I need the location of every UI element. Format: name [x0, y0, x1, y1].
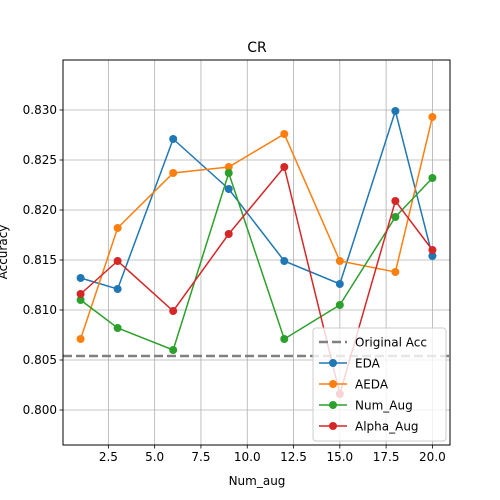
legend-box: [312, 327, 447, 442]
chart-title: CR: [247, 40, 267, 56]
y-tick-label: 0.815: [23, 253, 57, 267]
x-tick-label: 10.0: [234, 450, 261, 464]
data-point-alpha-aug: [169, 307, 178, 315]
data-point-alpha-aug: [224, 230, 233, 238]
data-point-eda: [391, 107, 400, 115]
data-point-eda: [113, 285, 122, 293]
y-tick-label: 0.800: [23, 403, 57, 417]
data-point-num-aug: [169, 346, 178, 354]
data-point-aeda: [280, 130, 289, 138]
legend-label: Num_Aug: [355, 399, 413, 413]
data-point-eda: [428, 252, 437, 260]
data-point-alpha-aug: [113, 257, 122, 265]
legend-item-num-aug: Num_Aug: [319, 399, 413, 413]
data-point-num-aug: [280, 335, 289, 343]
y-tick-label: 0.830: [23, 103, 57, 117]
data-point-eda: [335, 280, 344, 288]
data-point-aeda: [391, 268, 400, 276]
y-tick-label: 0.820: [23, 203, 57, 217]
legend-item-aeda: AEDA: [319, 378, 389, 392]
data-point-aeda: [169, 169, 178, 177]
x-tick-label: 12.5: [280, 450, 307, 464]
legend-label: Original Acc: [355, 336, 427, 350]
y-tick-label: 0.810: [23, 303, 57, 317]
data-point-eda: [76, 274, 85, 282]
series-line-eda: [80, 108, 434, 290]
legend-swatch-marker: [329, 422, 337, 430]
data-point-aeda: [428, 113, 437, 121]
data-point-aeda: [335, 257, 344, 265]
data-point-alpha-aug: [428, 246, 437, 254]
series-aeda: [76, 113, 437, 343]
legend-swatch-marker: [329, 380, 337, 388]
x-axis-label: Num_aug: [229, 474, 286, 488]
data-point-eda: [224, 185, 233, 193]
legend-item-eda: EDA: [319, 357, 381, 371]
x-tick-label: 17.5: [373, 450, 400, 464]
data-point-num-aug: [113, 324, 122, 332]
x-tick-label: 20.0: [419, 450, 446, 464]
x-tick-label: 7.5: [191, 450, 210, 464]
data-point-num-aug: [391, 213, 400, 221]
data-point-aeda: [76, 335, 85, 343]
legend-swatch-marker: [329, 359, 337, 367]
data-point-alpha-aug: [391, 197, 400, 205]
data-point-alpha-aug: [280, 163, 289, 171]
legend-item-original-acc: Original Acc: [319, 336, 427, 350]
data-point-alpha-aug: [76, 290, 85, 298]
x-tick-label: 5.0: [145, 450, 164, 464]
legend-label: EDA: [355, 357, 381, 371]
data-point-num-aug: [428, 174, 437, 182]
legend-swatch-marker: [329, 401, 337, 409]
series-alpha-aug: [76, 163, 437, 398]
legend-label: Alpha_Aug: [355, 420, 419, 434]
data-point-eda: [280, 257, 289, 265]
x-tick-label: 15.0: [326, 450, 353, 464]
x-axis-ticks: 2.5 5.0 7.5 10.0 12.5 15.0 17.5 20.0: [99, 445, 446, 464]
y-axis-label: Accuracy: [0, 225, 10, 280]
legend-label: AEDA: [355, 378, 389, 392]
series-line-alpha-aug: [80, 165, 434, 397]
x-tick-label: 2.5: [99, 450, 118, 464]
series-line-aeda: [79, 116, 434, 340]
data-point-num-aug: [224, 169, 233, 177]
data-point-num-aug: [76, 296, 85, 304]
series-eda: [76, 107, 437, 293]
y-axis-ticks: 0.800 0.805 0.810 0.815 0.820 0.825 0.830: [23, 103, 63, 417]
plot-area-frame: [62, 59, 451, 446]
y-tick-label: 0.805: [23, 353, 57, 367]
legend-item-alpha-aug: Alpha_Aug: [319, 420, 419, 434]
data-point-aeda: [113, 224, 122, 232]
series-group: [76, 107, 437, 398]
y-tick-label: 0.825: [23, 153, 57, 167]
legend: Original Acc EDA AEDA Num_Aug Alpha_Aug: [312, 327, 447, 442]
data-point-aeda: [224, 163, 233, 171]
data-point-num-aug: [335, 301, 344, 309]
data-point-eda: [169, 135, 178, 143]
